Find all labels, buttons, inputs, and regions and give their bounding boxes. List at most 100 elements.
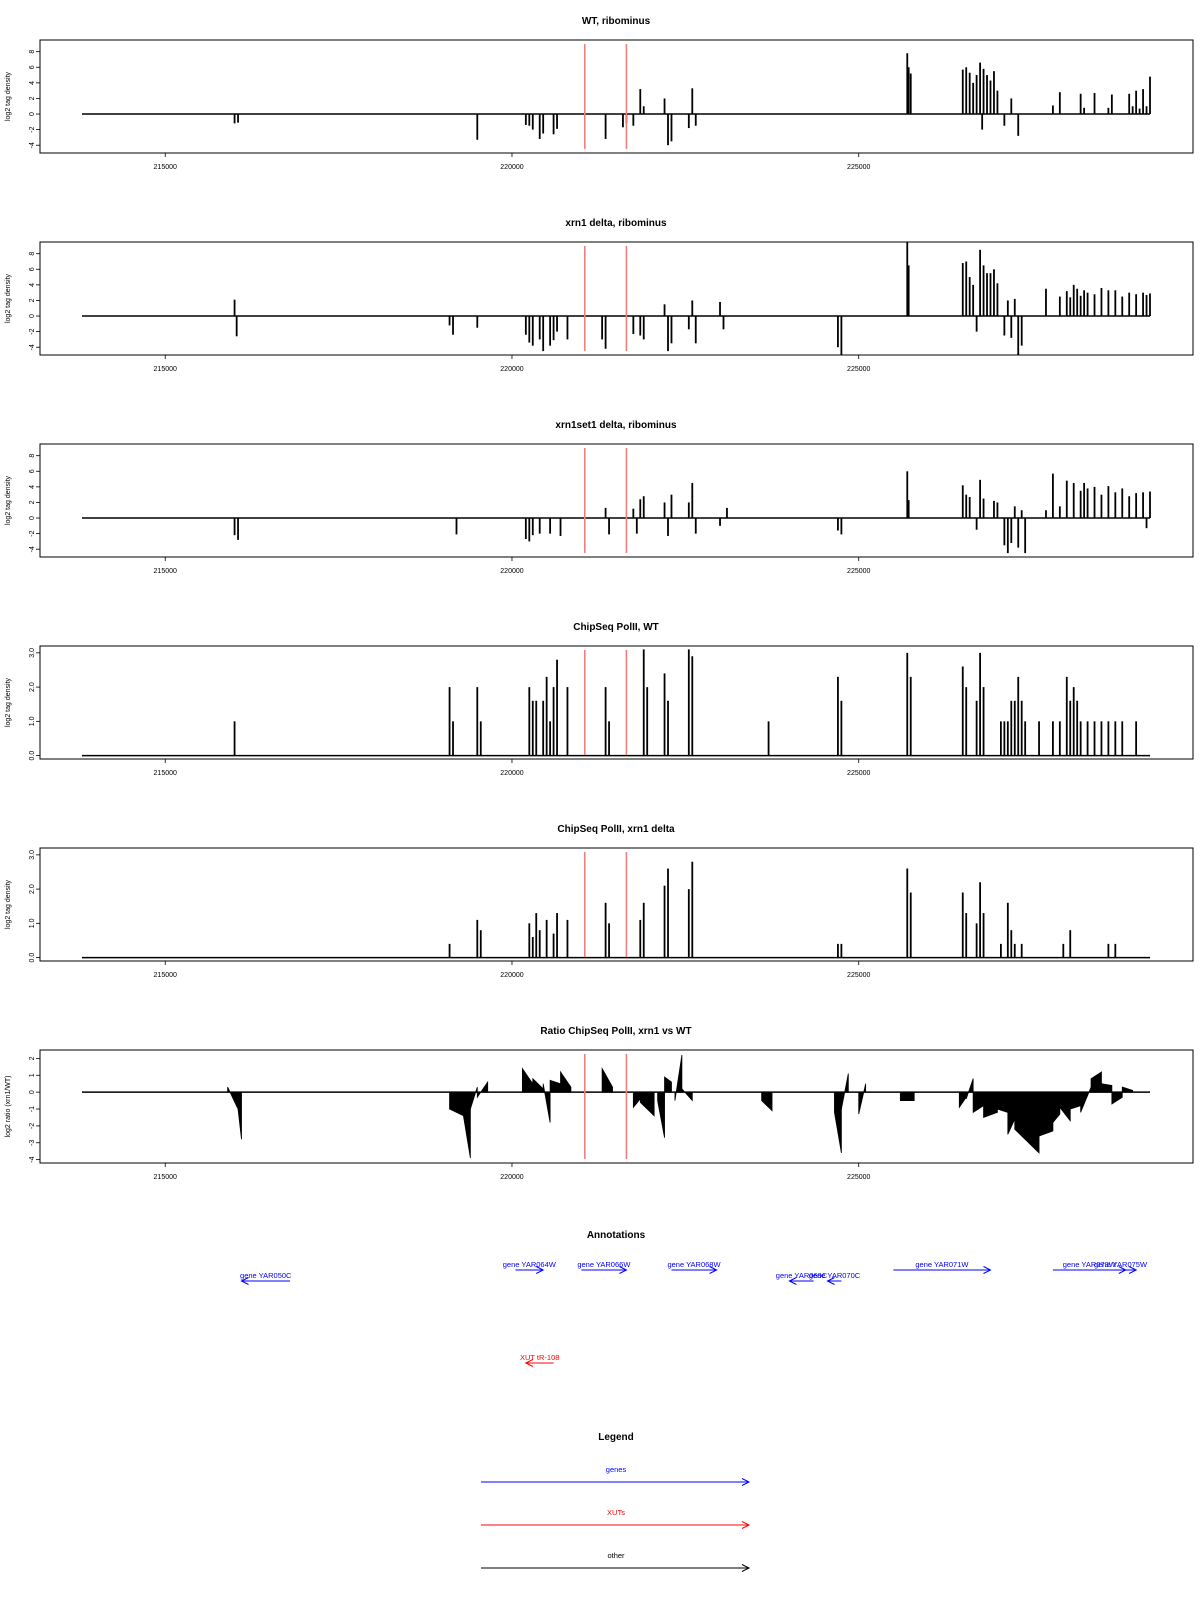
y-tick-label: 0 [29, 516, 36, 520]
ratio-area [1090, 1071, 1102, 1093]
x-tick-label: 225000 [847, 568, 870, 575]
panel-title: xrn1 delta, ribominus [565, 218, 667, 229]
gene-label: gene YAR071W [915, 1260, 969, 1269]
y-tick-label: 1.0 [29, 918, 36, 928]
y-tick-label: 3.0 [29, 648, 36, 658]
ratio-area [840, 1073, 849, 1110]
x-tick-label: 215000 [154, 1174, 177, 1181]
panel-title: Ratio ChipSeq PolII, xrn1 vs WT [540, 1026, 691, 1037]
ratio-area [1059, 1091, 1071, 1123]
ratio-area [532, 1077, 544, 1093]
ratio-area [965, 1078, 974, 1100]
y-tick-label: 0 [29, 314, 36, 318]
x-tick-label: 225000 [847, 770, 870, 777]
y-tick-label: 6 [29, 267, 36, 271]
xut-arrow-head [524, 1359, 534, 1367]
x-tick-label: 225000 [847, 164, 870, 171]
ratio-area [1069, 1091, 1082, 1110]
y-tick-label: 8 [29, 50, 36, 54]
y-tick-label: -4 [29, 142, 36, 148]
gene-arrow-head [709, 1266, 718, 1274]
y-tick-label: -3 [29, 1140, 36, 1146]
x-tick-label: 215000 [154, 164, 177, 171]
y-tick-label: 3.0 [29, 850, 36, 860]
gene-arrow-head [619, 1266, 628, 1274]
x-tick-label: 215000 [154, 972, 177, 979]
ratio-area [761, 1091, 773, 1112]
xut-label: XUT tR-108 [520, 1353, 559, 1362]
y-axis-label: log2 tag density [5, 677, 12, 727]
x-tick-label: 215000 [154, 568, 177, 575]
ratio-area [560, 1070, 572, 1093]
gene-arrow-head [535, 1266, 545, 1274]
ratio-area [639, 1091, 655, 1117]
y-tick-label: 2.0 [29, 682, 36, 692]
y-tick-label: 2 [29, 500, 36, 504]
y-tick-label: 0.0 [29, 953, 36, 963]
y-axis-label: log2 tag density [5, 475, 12, 525]
ratio-area [476, 1080, 489, 1099]
x-tick-label: 225000 [847, 366, 870, 373]
ratio-area [1121, 1086, 1134, 1093]
ratio-area [1052, 1091, 1061, 1124]
y-axis-label: log2 tag density [5, 71, 12, 121]
ratio-area [1024, 1091, 1040, 1154]
gene-label: gene YAR064W [503, 1260, 557, 1269]
ratio-area [674, 1054, 683, 1101]
ratio-area [469, 1086, 478, 1110]
ratio-area [1080, 1086, 1092, 1113]
y-axis-label: log2 tag density [5, 273, 12, 323]
ratio-area [1014, 1091, 1026, 1141]
x-tick-label: 220000 [500, 164, 523, 171]
y-tick-label: 0.0 [29, 751, 36, 761]
ratio-area [834, 1091, 842, 1153]
y-tick-label: 2 [29, 96, 36, 100]
panel-title: ChipSeq PolII, xrn1 delta [557, 824, 675, 835]
panel-title: xrn1set1 delta, ribominus [555, 420, 677, 431]
ratio-area [521, 1067, 534, 1093]
ratio-area [997, 1091, 1009, 1113]
y-tick-label: 1 [29, 1073, 36, 1077]
ratio-area [1111, 1091, 1123, 1105]
gene-arrow-head [1128, 1266, 1138, 1274]
y-tick-label: 4 [29, 283, 36, 287]
plot-frame [39, 443, 1194, 558]
y-tick-label: 8 [29, 252, 36, 256]
ratio-area [1101, 1083, 1113, 1093]
legend-label: other [607, 1551, 625, 1560]
gene-arrow-head [788, 1277, 797, 1285]
y-tick-label: -1 [29, 1106, 36, 1112]
x-tick-label: 225000 [847, 1174, 870, 1181]
ratio-area [227, 1086, 239, 1110]
y-tick-label: -4 [29, 344, 36, 350]
x-tick-label: 220000 [500, 972, 523, 979]
plot-frame [39, 1049, 1194, 1164]
y-tick-label: 6 [29, 469, 36, 473]
ratio-area [657, 1091, 665, 1138]
ratio-area [972, 1091, 984, 1114]
legend-arrow-head [741, 1521, 751, 1529]
y-tick-label: 2 [29, 1056, 36, 1060]
plot-frame [39, 241, 1194, 356]
legend-title: Legend [598, 1432, 634, 1443]
gene-label: gene YAR069C [776, 1271, 828, 1280]
y-tick-label: 4 [29, 81, 36, 85]
y-tick-label: -4 [29, 1156, 36, 1162]
x-tick-label: 225000 [847, 972, 870, 979]
plot-frame [39, 39, 1194, 154]
y-tick-label: 2 [29, 298, 36, 302]
ratio-area [1038, 1091, 1054, 1137]
x-tick-label: 220000 [500, 1174, 523, 1181]
ratio-area [449, 1091, 464, 1117]
y-tick-label: -2 [29, 126, 36, 132]
gene-label: gene YAR050C [240, 1271, 292, 1280]
gene-label: gene YAR073W [1063, 1260, 1117, 1269]
legend-arrow-head [741, 1564, 751, 1572]
ratio-area [664, 1076, 672, 1093]
legend-arrow-head [741, 1478, 751, 1486]
panel-title: ChipSeq PolII, WT [573, 622, 659, 633]
ratio-area [1007, 1091, 1016, 1135]
y-tick-label: 6 [29, 65, 36, 69]
ratio-area [549, 1079, 561, 1093]
